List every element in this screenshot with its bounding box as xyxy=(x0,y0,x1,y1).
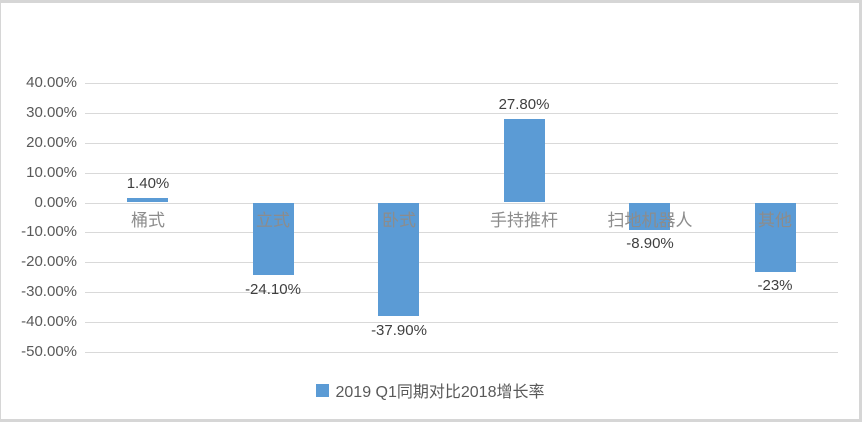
gridline xyxy=(85,203,838,204)
y-axis-tick-label: -10.00% xyxy=(21,223,77,240)
data-label: -24.10% xyxy=(245,281,301,298)
y-axis-tick-label: -20.00% xyxy=(21,253,77,270)
y-axis-tick-label: 10.00% xyxy=(26,164,77,181)
category-label: 扫地机器人 xyxy=(607,211,693,230)
category-label: 立式 xyxy=(256,211,290,230)
bar-3 xyxy=(378,203,419,316)
gridline xyxy=(85,173,838,174)
category-label: 桶式 xyxy=(131,211,165,230)
gridline xyxy=(85,292,838,293)
category-label: 手持推杆 xyxy=(490,211,558,230)
gridline xyxy=(85,113,838,114)
legend: 2019 Q1同期对比2018增长率 xyxy=(1,378,859,402)
legend-marker-icon xyxy=(315,383,329,397)
y-axis-tick-label: 40.00% xyxy=(26,74,77,91)
data-label: -8.90% xyxy=(626,235,674,252)
legend-label: 2019 Q1同期对比2018增长率 xyxy=(335,384,545,401)
plot-area: 1.40% 桶式 -24.10% 立式 -37.90% 卧式 27.80% 手持推杆 -8.90… xyxy=(85,83,838,353)
bar-2 xyxy=(253,203,294,275)
bar-4 xyxy=(504,119,545,202)
gridline xyxy=(85,143,838,144)
y-axis-tick-label: 20.00% xyxy=(26,134,77,151)
data-label: 27.80% xyxy=(498,96,550,113)
y-axis-tick-label: 30.00% xyxy=(26,104,77,121)
gridline xyxy=(85,322,838,323)
gridline xyxy=(85,262,838,263)
category-label: 卧式 xyxy=(382,211,416,230)
bar-5 xyxy=(629,203,670,230)
bar-1 xyxy=(127,198,168,202)
y-axis: 40.00% 30.00% 20.00% 10.00% 0.00% -10.00% -20.… xyxy=(1,3,77,419)
y-axis-tick-label: -50.00% xyxy=(21,343,77,360)
gridline xyxy=(85,352,838,353)
y-axis-tick-label: -40.00% xyxy=(21,313,77,330)
y-axis-tick-label: 0.00% xyxy=(34,194,77,211)
data-label: 1.40% xyxy=(126,175,170,192)
gridline xyxy=(85,232,838,233)
data-label: -37.90% xyxy=(371,322,427,339)
data-label: -23% xyxy=(757,277,793,294)
category-label: 其他 xyxy=(758,211,792,230)
bar-6 xyxy=(755,203,796,272)
y-axis-tick-label: -30.00% xyxy=(21,283,77,300)
gridline xyxy=(85,83,838,84)
